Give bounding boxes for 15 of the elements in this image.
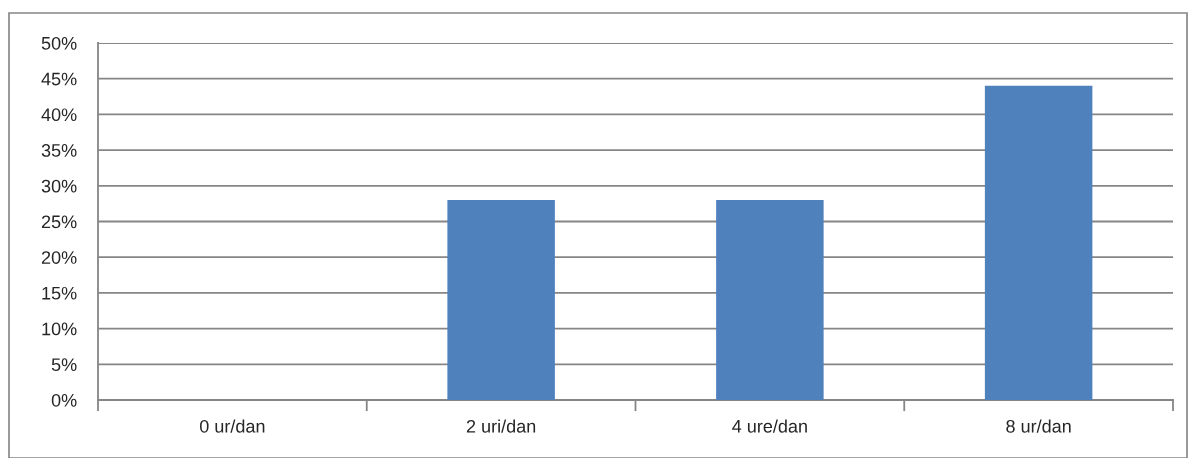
x-tick-label: 4 ure/dan: [732, 419, 807, 433]
y-tick-label: 40%: [41, 108, 77, 122]
x-tick-label: 8 ur/dan: [1006, 419, 1071, 433]
y-tick-label: 25%: [41, 215, 77, 229]
x-tick-label: 2 uri/dan: [466, 419, 536, 433]
y-tick-label: 35%: [41, 144, 77, 157]
y-tick-label: 0%: [51, 393, 77, 407]
y-tick-label: 20%: [41, 251, 77, 264]
y-tick-label: 5%: [51, 358, 77, 372]
x-tick-label: 0 ur/dan: [199, 419, 265, 433]
y-tick-label: 15%: [42, 286, 77, 300]
y-tick-label: 30%: [41, 179, 77, 193]
y-tick-label: 10%: [42, 322, 77, 336]
y-tick-label: 45%: [41, 72, 77, 86]
y-tick-label: 50%: [41, 36, 77, 50]
